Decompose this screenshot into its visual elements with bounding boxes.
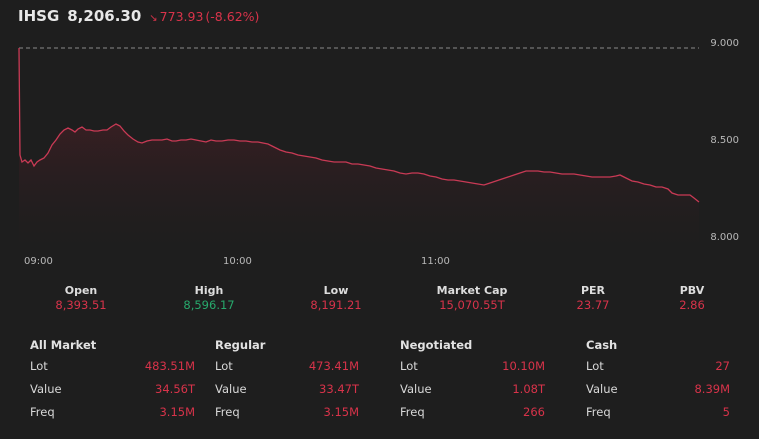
y-tick-8500: 8.500: [710, 135, 739, 146]
stat-label: Market Cap: [436, 284, 508, 297]
stat-label: PER: [580, 284, 606, 297]
arrow-down-right-icon: ↘: [149, 13, 158, 24]
stat-pbv: PBV 2.86: [679, 284, 705, 312]
market-row-lot: Lot 27: [586, 358, 730, 373]
current-price: 8,206.30: [67, 7, 142, 25]
stat-open: Open 8,393.51: [55, 284, 106, 312]
price-area: [19, 48, 699, 250]
market-row-value: Value 1.08T: [400, 381, 545, 396]
price-change: ↘ 773.93 (-8.62%): [149, 9, 259, 24]
stat-label: High: [194, 284, 224, 297]
market-regular: Regular Lot 473.41M Value 33.47T Freq 3.15M: [215, 338, 359, 423]
price-line: [18, 47, 700, 203]
market-title: All Market: [30, 338, 97, 352]
y-tick-8000: 8.000: [710, 232, 739, 243]
x-tick-1000: 10:00: [223, 256, 252, 267]
market-all: All Market Lot 483.51M Value 34.56T Freq 3.…: [30, 338, 195, 423]
market-row-freq: Freq 5: [586, 404, 730, 419]
index-header: IHSG 8,206.30 ↘ 773.93 (-8.62%): [18, 7, 259, 25]
market-row-lot: Lot 473.41M: [215, 358, 359, 373]
stat-label: Low: [323, 284, 349, 297]
stat-value: 8,596.17: [183, 298, 235, 312]
stat-label: PBV: [679, 284, 705, 297]
chart-canvas: [18, 47, 700, 250]
market-title: Negotiated: [400, 338, 473, 352]
stat-per: PER 23.77: [577, 284, 610, 312]
stat-label: Open: [64, 284, 98, 297]
market-row-freq: Freq 266: [400, 404, 545, 419]
market-row-lot: Lot 483.51M: [30, 358, 195, 373]
stat-value: 8,191.21: [310, 298, 362, 312]
y-tick-9000: 9.000: [710, 38, 739, 49]
change-value: 773.93: [159, 9, 204, 24]
market-row-value: Value 33.47T: [215, 381, 359, 396]
x-tick-0900: 09:00: [24, 256, 53, 267]
stat-value: 15,070.55T: [439, 298, 505, 312]
market-negotiated: Negotiated Lot 10.10M Value 1.08T Freq 266: [400, 338, 545, 423]
market-row-freq: Freq 3.15M: [30, 404, 195, 419]
market-row-value: Value 8.39M: [586, 381, 730, 396]
x-tick-1100: 11:00: [421, 256, 450, 267]
market-title: Cash: [586, 338, 618, 352]
change-percent: (-8.62%): [205, 9, 260, 24]
ticker-symbol: IHSG: [18, 7, 60, 25]
stat-value: 8,393.51: [55, 298, 107, 312]
market-row-lot: Lot 10.10M: [400, 358, 545, 373]
stat-value: 2.86: [679, 298, 705, 312]
market-row-value: Value 34.56T: [30, 381, 195, 396]
stat-value: 23.77: [576, 298, 610, 312]
market-title: Regular: [215, 338, 266, 352]
stat-low: Low 8,191.21: [310, 284, 361, 312]
market-row-freq: Freq 3.15M: [215, 404, 359, 419]
market-cash: Cash Lot 27 Value 8.39M Freq 5: [586, 338, 730, 423]
stat-high: High 8,596.17: [183, 284, 234, 312]
stat-market-cap: Market Cap 15,070.55T: [437, 284, 508, 312]
